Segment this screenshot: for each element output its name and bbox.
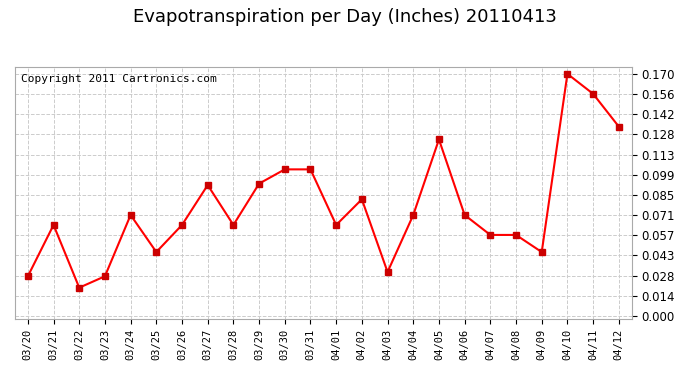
Text: Copyright 2011 Cartronics.com: Copyright 2011 Cartronics.com [21, 74, 217, 84]
Text: Evapotranspiration per Day (Inches) 20110413: Evapotranspiration per Day (Inches) 2011… [133, 8, 557, 26]
